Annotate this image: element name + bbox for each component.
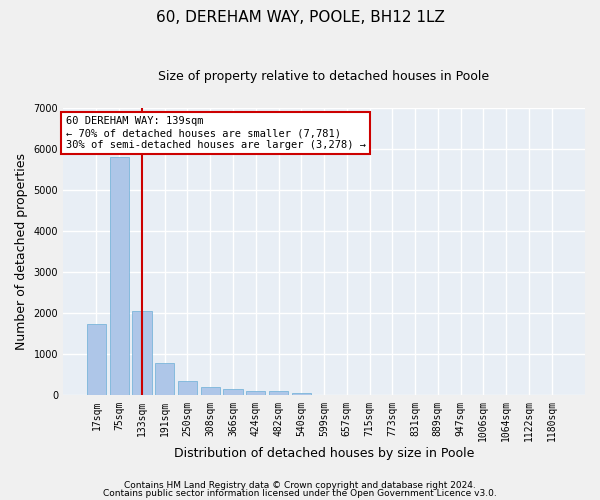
- X-axis label: Distribution of detached houses by size in Poole: Distribution of detached houses by size …: [174, 447, 474, 460]
- Bar: [223, 389, 242, 396]
- Bar: [292, 394, 311, 396]
- Text: 60, DEREHAM WAY, POOLE, BH12 1LZ: 60, DEREHAM WAY, POOLE, BH12 1LZ: [155, 10, 445, 25]
- Bar: [269, 392, 288, 396]
- Bar: [178, 381, 197, 396]
- Text: Contains public sector information licensed under the Open Government Licence v3: Contains public sector information licen…: [103, 488, 497, 498]
- Y-axis label: Number of detached properties: Number of detached properties: [15, 153, 28, 350]
- Bar: [132, 311, 152, 396]
- Bar: [87, 324, 106, 396]
- Text: 60 DEREHAM WAY: 139sqm
← 70% of detached houses are smaller (7,781)
30% of semi-: 60 DEREHAM WAY: 139sqm ← 70% of detached…: [65, 116, 365, 150]
- Bar: [155, 362, 175, 396]
- Bar: [246, 392, 265, 396]
- Title: Size of property relative to detached houses in Poole: Size of property relative to detached ho…: [158, 70, 490, 83]
- Bar: [110, 157, 129, 396]
- Bar: [200, 387, 220, 396]
- Text: Contains HM Land Registry data © Crown copyright and database right 2024.: Contains HM Land Registry data © Crown c…: [124, 481, 476, 490]
